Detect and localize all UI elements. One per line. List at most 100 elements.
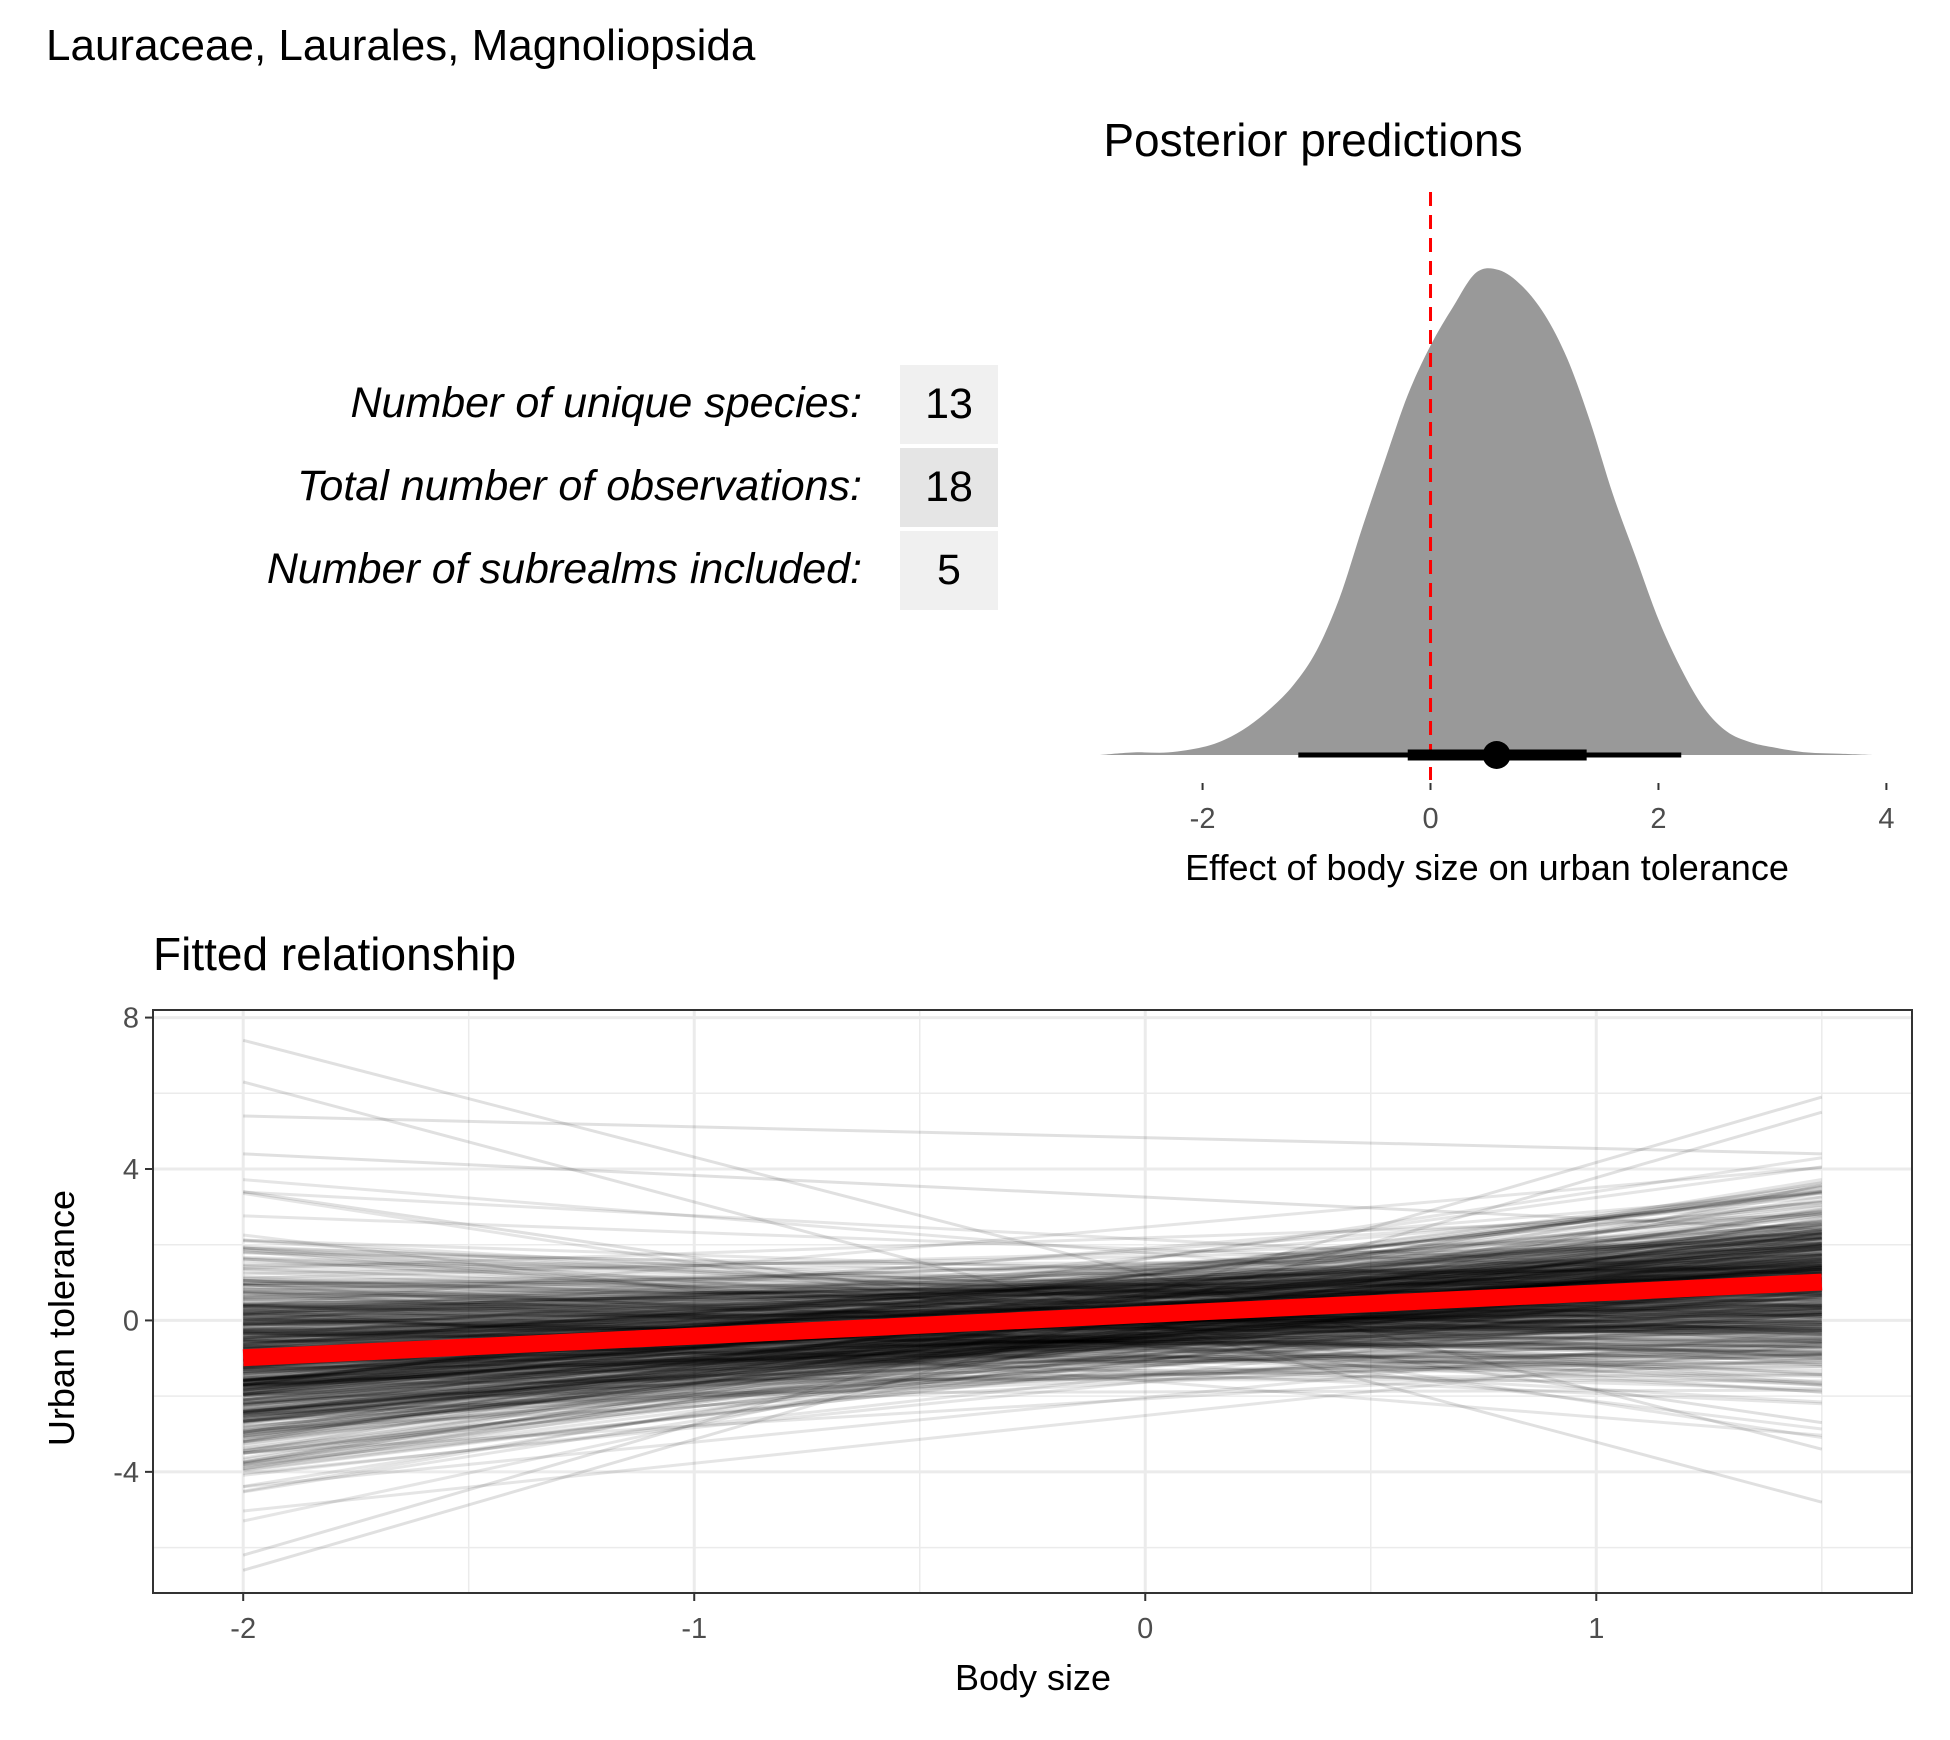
posterior-draw-line <box>243 1295 1822 1405</box>
posterior-draw-line <box>243 1244 1822 1339</box>
posterior-draw-line <box>243 1364 1822 1387</box>
fitted-relationship-title: Fitted relationship <box>153 928 516 980</box>
posterior-draw-line <box>243 1240 1822 1378</box>
posterior-draw-line <box>243 1238 1822 1331</box>
posterior-draw-line <box>243 1315 1822 1377</box>
posterior-draw-line <box>242 1178 1823 1442</box>
posterior-draw-line <box>243 1336 1822 1374</box>
posterior-draw-line <box>243 1214 1822 1402</box>
posterior-draw-line <box>243 1278 1822 1473</box>
posterior-draw-line <box>243 1259 1822 1317</box>
posterior-draw-line <box>243 1295 1822 1386</box>
posterior-draw-line <box>243 1236 1822 1425</box>
fit-x-axis-label: Body size <box>955 1657 1111 1698</box>
posterior-draw-line <box>242 1156 1823 1397</box>
posterior-draw-line <box>243 1232 1822 1332</box>
posterior-draw-line <box>243 1190 1822 1392</box>
posterior-draw-line <box>243 1236 1822 1453</box>
posterior-draw-line <box>243 1247 1822 1342</box>
density-area <box>1100 268 1875 755</box>
posterior-draw-line <box>243 1307 1822 1382</box>
posterior-draw-line <box>243 1238 1822 1433</box>
posterior-draw-line <box>243 1282 1822 1394</box>
posterior-draw-line <box>243 1267 1822 1318</box>
posterior-draw-line <box>243 1257 1822 1313</box>
posterior-draw-line <box>243 1166 1822 1308</box>
posterior-draw-line <box>243 1233 1822 1340</box>
posterior-draw-line <box>243 1245 1822 1331</box>
posterior-draw-line <box>243 1329 1822 1343</box>
posterior-draw-line <box>243 1152 1822 1232</box>
posterior-draw-line <box>243 1237 1822 1350</box>
posterior-draw-line <box>243 1271 1822 1468</box>
posterior-draw-line <box>243 1263 1822 1274</box>
posterior-draw-line <box>243 1321 1822 1343</box>
posterior-draw-line <box>243 1315 1822 1380</box>
posterior-draw-line <box>242 1110 1823 1572</box>
posterior-draw-line <box>243 1323 1822 1423</box>
density-x-tick-label: 4 <box>1878 803 1894 835</box>
posterior-draw-line <box>243 1244 1822 1317</box>
posterior-draw-line <box>242 1223 1823 1471</box>
posterior-draw-line <box>243 1245 1822 1292</box>
posterior-draw-line <box>243 1254 1822 1315</box>
posterior-draw-line <box>243 1268 1822 1351</box>
posterior-draw-line <box>243 1211 1822 1358</box>
posterior-draw-line <box>243 1318 1822 1358</box>
posterior-draw-line <box>243 1278 1822 1433</box>
posterior-draw-line <box>243 1195 1822 1340</box>
posterior-draw-line <box>243 1289 1822 1397</box>
posterior-draw-line <box>243 1341 1822 1391</box>
posterior-draw-line <box>243 1246 1822 1335</box>
posterior-draw-line <box>243 1295 1822 1388</box>
posterior-draw-line <box>243 1262 1822 1340</box>
posterior-draw-line <box>243 1213 1822 1270</box>
posterior-draw-line <box>243 1276 1822 1327</box>
posterior-draw-line <box>243 1251 1822 1281</box>
posterior-draw-line <box>243 1310 1822 1435</box>
posterior-draw-line <box>243 1267 1822 1327</box>
posterior-draw-line <box>243 1281 1822 1407</box>
posterior-draw-line <box>243 1252 1822 1313</box>
fit-y-tick-label: -4 <box>113 1457 139 1489</box>
posterior-draw-line <box>243 1341 1822 1415</box>
posterior-draw-line <box>243 1281 1822 1413</box>
stats-table: Number of unique species: 13 Total number … <box>267 365 998 610</box>
posterior-draw-line <box>243 1376 1822 1383</box>
posterior-draw-line <box>243 1261 1822 1311</box>
posterior-draw-line <box>243 1279 1822 1320</box>
mean-fit-line <box>242 1273 1823 1367</box>
stats-row-value: 5 <box>937 546 961 594</box>
fit-x-tick-label: -1 <box>681 1613 707 1645</box>
posterior-draw-line <box>243 1293 1822 1440</box>
posterior-draw-line <box>243 1306 1822 1387</box>
posterior-draw-line <box>242 1038 1823 1451</box>
posterior-draw-line <box>243 1338 1822 1395</box>
stats-row-label: Number of unique species: <box>350 379 862 427</box>
posterior-draw-line <box>243 1259 1822 1320</box>
posterior-draw-line <box>243 1200 1822 1361</box>
posterior-draw-line <box>243 1241 1822 1442</box>
posterior-draw-line <box>243 1246 1822 1330</box>
posterior-draw-line <box>243 1293 1822 1394</box>
posterior-draw-line <box>243 1333 1822 1341</box>
posterior-draw-line <box>243 1303 1822 1390</box>
fit-x-tick-label: 1 <box>1588 1613 1604 1645</box>
posterior-draw-line <box>243 1317 1822 1356</box>
posterior-draw-line <box>243 1290 1822 1384</box>
posterior-draw-line <box>243 1352 1822 1401</box>
posterior-draw-line <box>243 1241 1822 1294</box>
posterior-draw-line <box>243 1256 1822 1317</box>
posterior-draw-line <box>243 1327 1822 1398</box>
posterior-draw-line <box>243 1290 1822 1331</box>
posterior-draw-line <box>243 1304 1822 1310</box>
posterior-draw-line <box>243 1275 1822 1307</box>
posterior-draw-line <box>243 1353 1822 1416</box>
posterior-draw-line <box>243 1310 1822 1383</box>
posterior-draw-line <box>243 1315 1822 1388</box>
posterior-draw-line <box>243 1252 1822 1324</box>
posterior-draw-line <box>243 1271 1822 1347</box>
posterior-draw-line <box>243 1253 1822 1347</box>
posterior-draw-line <box>243 1230 1822 1346</box>
